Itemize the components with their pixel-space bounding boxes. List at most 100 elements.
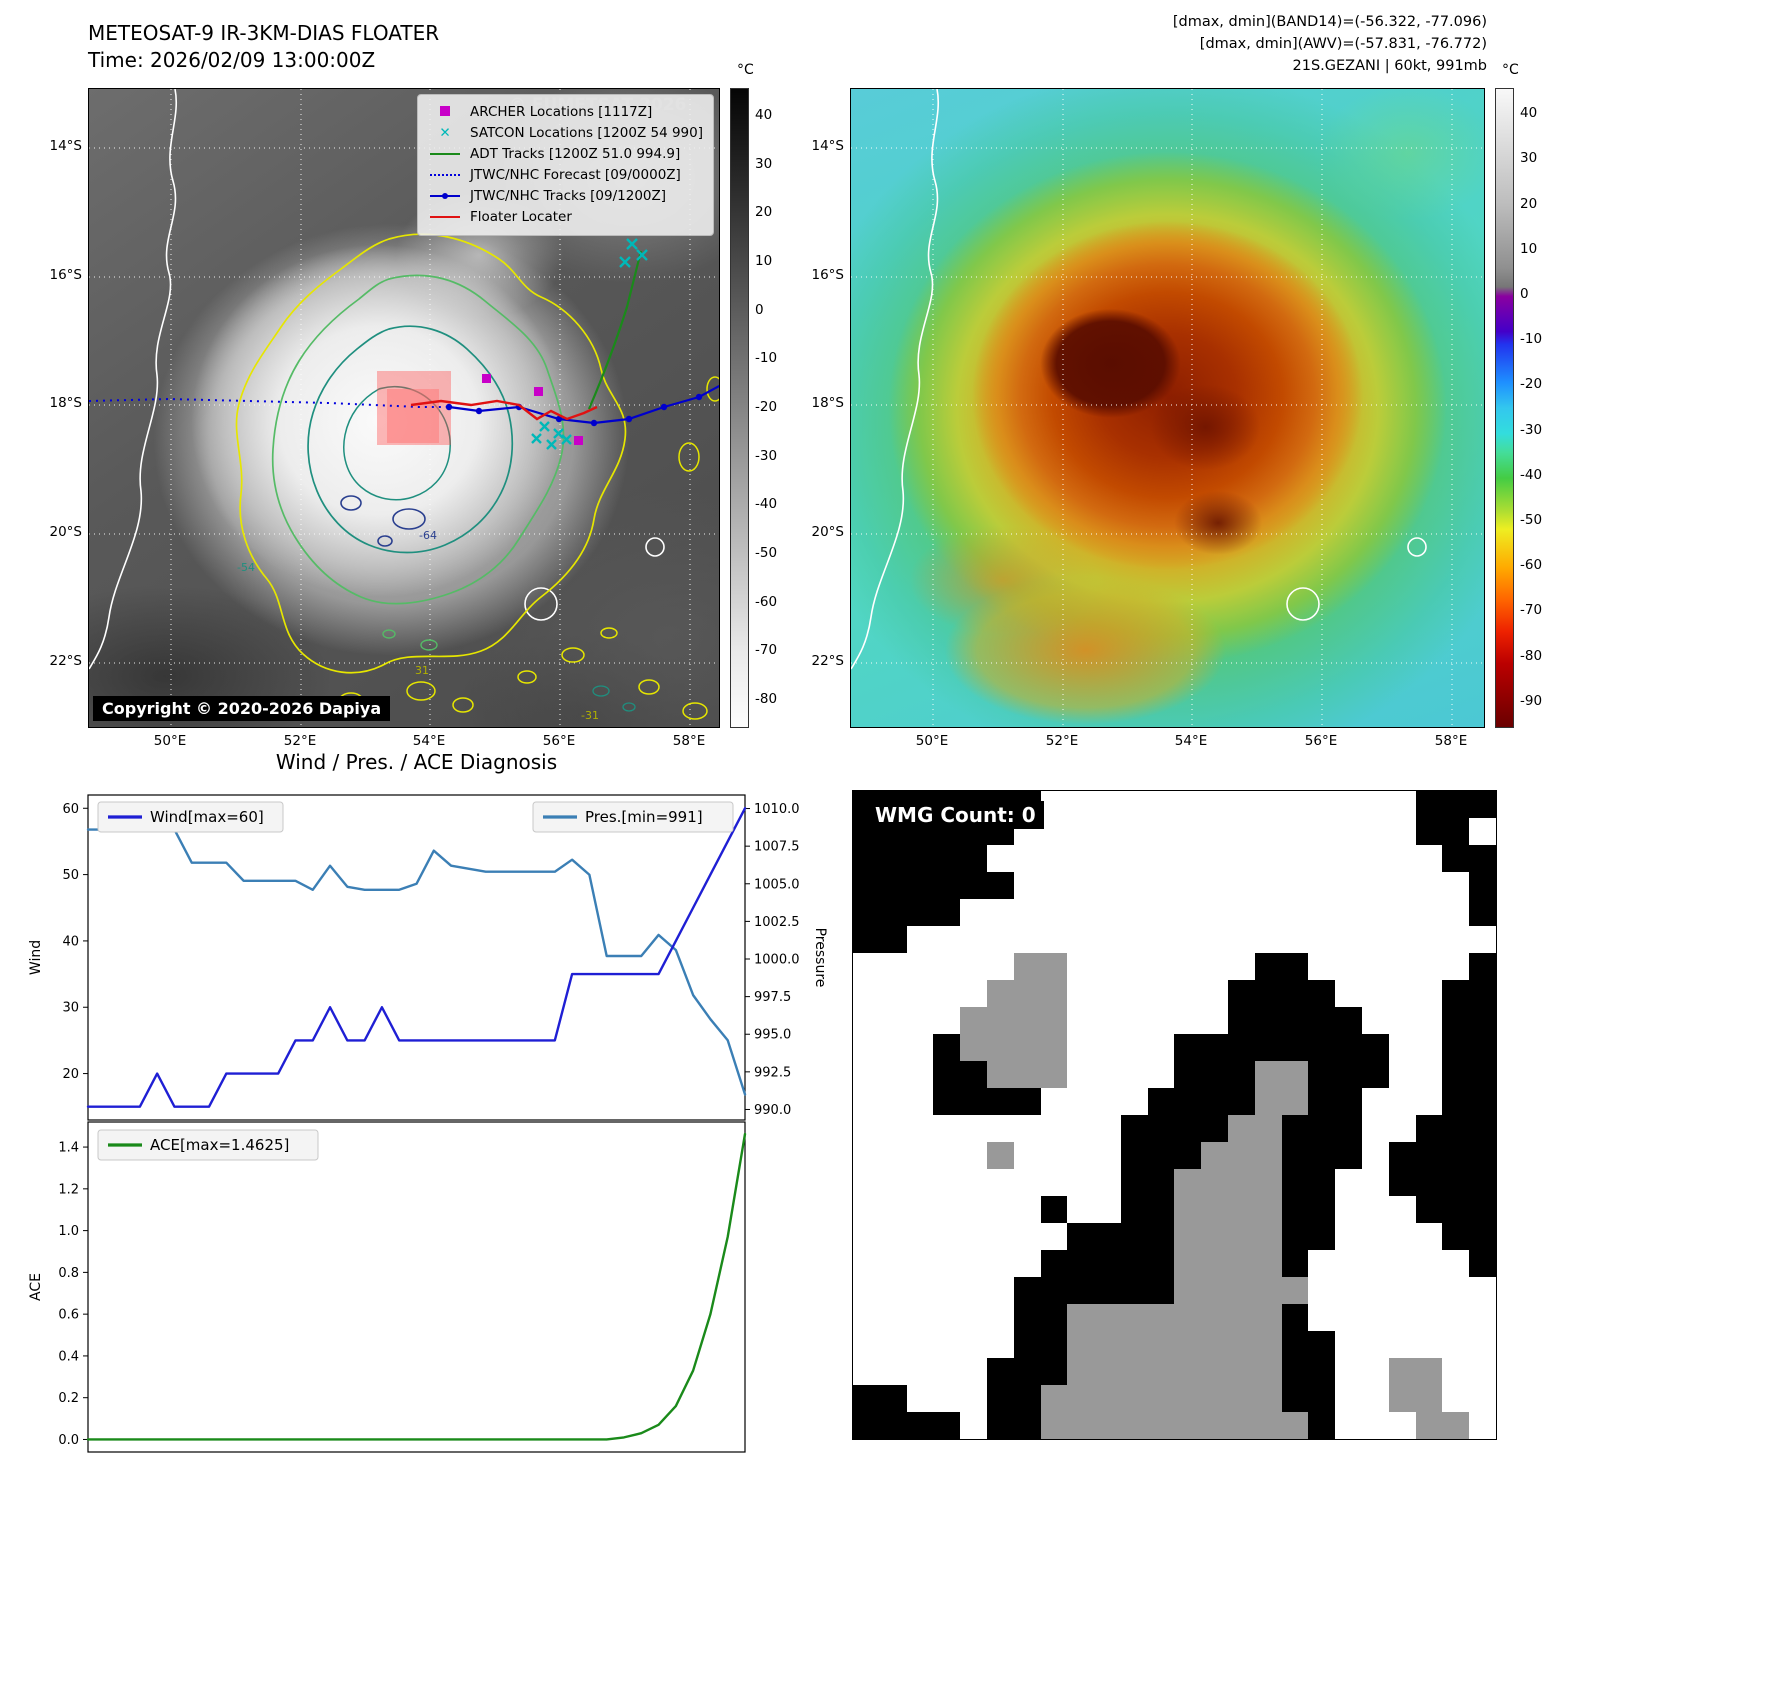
wmg-cell <box>1174 1196 1202 1223</box>
wmg-cell <box>1308 1223 1336 1250</box>
wmg-cell <box>1281 818 1309 845</box>
wmg-cell <box>1254 1061 1282 1088</box>
wmg-cell <box>1067 1007 1095 1034</box>
wmg-cell <box>1308 1196 1336 1223</box>
wmg-cell <box>1442 1169 1470 1196</box>
wmg-cell <box>1094 872 1121 899</box>
wmg-cell <box>1415 1007 1443 1034</box>
wmg-cell <box>906 1385 934 1412</box>
wmg-cell <box>1308 926 1336 953</box>
wmg-cell <box>1067 845 1095 872</box>
wmg-cell <box>960 1196 987 1223</box>
wind-axis-tick: 60 <box>62 802 79 817</box>
wmg-cell <box>1201 1142 1229 1169</box>
wind-axis-tick: 20 <box>62 1067 79 1082</box>
wmg-cell <box>1308 1385 1336 1412</box>
ace-legend-label: ACE[max=1.4625] <box>150 1136 289 1154</box>
wmg-cell <box>1174 1304 1202 1331</box>
wmg-cell <box>1362 953 1389 980</box>
wmg-cell <box>1067 1277 1095 1304</box>
wmg-cell <box>1335 926 1363 953</box>
enhanced-lat-tick: 14°S <box>811 138 845 154</box>
wmg-cell <box>1094 1277 1121 1304</box>
wmg-cell <box>1040 1034 1068 1061</box>
wmg-cell <box>1120 899 1148 926</box>
ir-panel-heading: METEOSAT-9 IR-3KM-DIAS FLOATER Time: 202… <box>88 20 439 74</box>
wmg-cell <box>1415 1250 1443 1277</box>
wmg-cell <box>906 1358 934 1385</box>
wmg-cell <box>960 1061 987 1088</box>
ir-lat-tick: 22°S <box>49 653 83 669</box>
wmg-cell <box>1120 1331 1148 1358</box>
wmg-cell <box>1281 1304 1309 1331</box>
wmg-cell <box>1174 1331 1202 1358</box>
wmg-cell <box>1388 953 1416 980</box>
wmg-cell <box>1094 1034 1121 1061</box>
legend-label: ADT Tracks [1200Z 51.0 994.9] <box>470 145 681 162</box>
wmg-cell <box>879 1385 907 1412</box>
wmg-cell <box>1442 1142 1470 1169</box>
wmg-cell <box>1362 1088 1389 1115</box>
wmg-cell <box>986 1250 1014 1277</box>
wind-axis-tick: 50 <box>62 868 79 883</box>
wmg-cell <box>853 1061 880 1088</box>
wmg-cell <box>1013 1061 1041 1088</box>
wmg-cell <box>1174 1358 1202 1385</box>
wmg-cell <box>1308 1277 1336 1304</box>
wmg-cell <box>1469 1061 1496 1088</box>
ir-satellite-map: © EUMETSAT 2026 <box>88 88 720 728</box>
wmg-cell <box>1228 1304 1255 1331</box>
wmg-cell <box>960 845 987 872</box>
ir-lon-tick: 54°E <box>412 733 446 749</box>
wmg-cell <box>1469 845 1496 872</box>
wmg-cell <box>1094 1358 1121 1385</box>
pressure-axis-tick: 1002.5 <box>754 915 800 930</box>
wmg-cell <box>1281 1223 1309 1250</box>
wmg-cell <box>1147 1088 1175 1115</box>
wmg-cell <box>1362 1169 1389 1196</box>
enhanced-colorbar-tick: -50 <box>1520 511 1543 528</box>
wmg-cell <box>1067 1250 1095 1277</box>
wmg-cell <box>1040 1142 1068 1169</box>
wmg-cell <box>1094 1304 1121 1331</box>
wmg-cell <box>1415 1115 1443 1142</box>
wmg-cell <box>1469 1385 1496 1412</box>
wmg-cell <box>933 899 961 926</box>
wmg-cell <box>1254 1115 1282 1142</box>
wmg-cell <box>1040 1196 1068 1223</box>
wmg-cell <box>906 1250 934 1277</box>
wmg-cell <box>1120 1034 1148 1061</box>
wmg-cell <box>1147 845 1175 872</box>
wmg-cell <box>1335 1034 1363 1061</box>
wmg-cell <box>1415 1385 1443 1412</box>
wmg-cell <box>1362 1007 1389 1034</box>
enhanced-colorbar-tick: -20 <box>1520 376 1543 393</box>
wmg-cell <box>1147 1034 1175 1061</box>
wmg-cell <box>1201 1169 1229 1196</box>
wmg-cell <box>1013 1034 1041 1061</box>
wmg-cell <box>960 1142 987 1169</box>
wmg-cell <box>1308 1088 1336 1115</box>
wmg-cell <box>933 1250 961 1277</box>
wmg-cell <box>1040 1358 1068 1385</box>
wmg-cell <box>1415 1088 1443 1115</box>
wmg-cell <box>1120 1358 1148 1385</box>
wmg-cell <box>1067 1223 1095 1250</box>
legend-item: ✕ SATCON Locations [1200Z 54 990] <box>428 123 703 144</box>
wmg-cell <box>1362 872 1389 899</box>
wmg-cell <box>986 899 1014 926</box>
wmg-cell <box>1147 1196 1175 1223</box>
enhanced-lon-tick: 50°E <box>915 733 949 749</box>
ir-lat-tick: 18°S <box>49 395 83 411</box>
legend-marker-square-icon <box>428 102 462 123</box>
wmg-cell <box>1362 1358 1389 1385</box>
wmg-cell <box>1067 1196 1095 1223</box>
wmg-cell <box>879 845 907 872</box>
wmg-cell <box>933 1061 961 1088</box>
pressure-axis-tick: 1007.5 <box>754 840 800 855</box>
wmg-cell <box>1308 899 1336 926</box>
wmg-cell <box>1335 845 1363 872</box>
wmg-cell <box>1201 1250 1229 1277</box>
wmg-cell <box>1415 1196 1443 1223</box>
legend-label: Floater Locater <box>470 208 572 225</box>
